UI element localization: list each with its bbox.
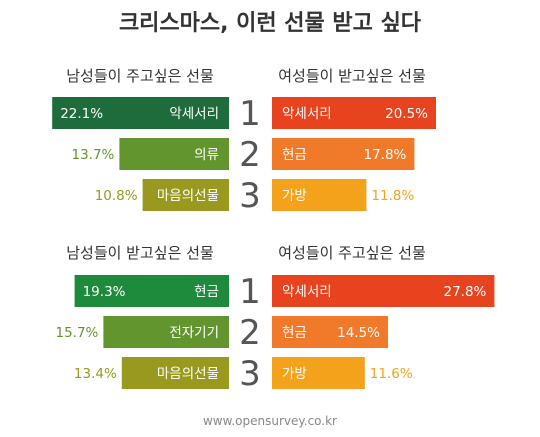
category-label: 악세서리: [169, 106, 219, 122]
category-label: 현금: [282, 147, 307, 163]
bar: [142, 179, 229, 211]
bar: [272, 316, 388, 348]
bar: [119, 138, 229, 170]
bar: [272, 275, 495, 307]
source-footer: www.opensurvey.co.kr: [203, 414, 337, 428]
panel-heading: 여성들이 받고싶은 선물: [278, 67, 426, 85]
value-label: 11.6%: [370, 366, 413, 382]
rank-number: 3: [239, 354, 261, 394]
category-label: 악세서리: [282, 284, 332, 300]
category-label: 악세서리: [282, 106, 332, 122]
bar: [121, 357, 229, 389]
bar: [272, 357, 365, 389]
rank-number: 2: [239, 313, 261, 353]
category-label: 전자기기: [169, 325, 219, 341]
category-label: 마음의선물: [157, 366, 219, 382]
value-label: 17.8%: [364, 147, 407, 163]
page-title: 크리스마스, 이런 선물 받고 싶다: [119, 11, 422, 36]
panel-heading: 남성들이 받고싶은 선물: [66, 244, 214, 262]
bar: [103, 316, 229, 348]
value-label: 27.8%: [444, 284, 487, 300]
value-label: 11.8%: [371, 188, 414, 204]
bar: [272, 179, 367, 211]
rank-number: 3: [239, 176, 261, 216]
panel-heading: 남성들이 주고싶은 선물: [66, 67, 214, 85]
value-label: 13.7%: [72, 147, 115, 163]
bar: [74, 275, 229, 307]
category-label: 가방: [282, 366, 307, 382]
value-label: 13.4%: [74, 366, 117, 382]
rank-number: 1: [239, 94, 261, 134]
rank-number: 2: [239, 135, 261, 175]
category-label: 의류: [194, 147, 219, 163]
value-label: 10.8%: [95, 188, 138, 204]
value-label: 20.5%: [385, 106, 428, 122]
value-label: 22.1%: [60, 106, 103, 122]
category-label: 현금: [282, 325, 307, 341]
category-label: 마음의선물: [157, 188, 219, 204]
category-label: 현금: [194, 284, 219, 300]
bar: [272, 97, 436, 129]
panel-heading: 여성들이 주고싶은 선물: [278, 244, 426, 262]
value-label: 19.3%: [83, 284, 126, 300]
category-label: 가방: [282, 188, 307, 204]
bar: [52, 97, 230, 129]
rank-number: 1: [239, 272, 261, 312]
value-label: 15.7%: [56, 325, 99, 341]
value-label: 14.5%: [337, 325, 380, 341]
bar: [272, 138, 415, 170]
